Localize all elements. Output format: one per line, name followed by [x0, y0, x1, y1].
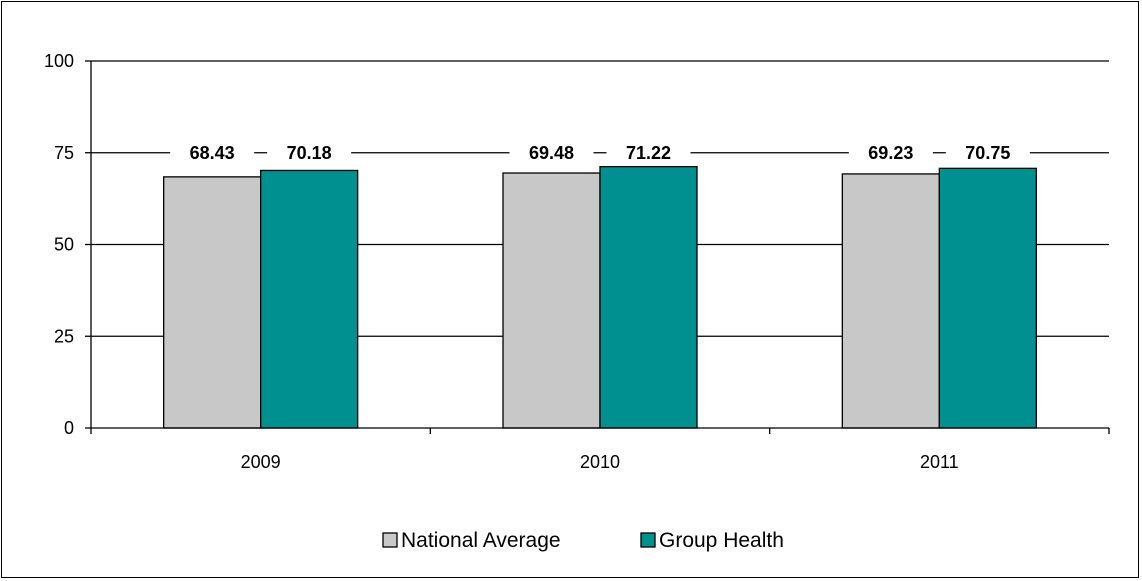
y-tick-label: 0 [64, 418, 74, 438]
y-tick-label: 50 [54, 235, 74, 255]
data-label-background [509, 138, 594, 165]
data-label: 70.75 [965, 143, 1010, 163]
x-tick-label: 2011 [920, 452, 959, 472]
bar-national-average-2009 [163, 176, 262, 429]
data-label: 71.22 [626, 143, 671, 163]
data-labels: 68.43 70.18 69.48 71.22 69.23 70.75 [170, 138, 1030, 165]
bar-group-health-2010 [599, 165, 698, 429]
x-tick-labels: 2009 2010 2011 [241, 452, 959, 472]
data-label-background [848, 138, 933, 165]
x-tick-label: 2010 [580, 452, 620, 472]
data-label-background [945, 138, 1030, 165]
bar-national-average-2010 [502, 172, 601, 429]
data-label: 69.23 [868, 143, 913, 163]
y-tick-labels: 0 25 50 75 100 [44, 51, 74, 438]
legend: National Average Group Health [382, 529, 784, 552]
axes [85, 60, 1110, 434]
legend-swatch [382, 532, 398, 548]
legend-label: Group Health [659, 529, 784, 552]
data-label-background [170, 138, 255, 165]
bar-group-health-2009 [260, 169, 359, 429]
legend-swatch [640, 532, 656, 548]
bar-national-average-2011 [841, 173, 940, 429]
y-tick-label: 100 [44, 51, 74, 71]
y-tick-label: 25 [54, 326, 74, 346]
data-label: 68.43 [190, 143, 235, 163]
data-label: 70.18 [287, 143, 332, 163]
legend-label: National Average [401, 529, 561, 552]
data-label: 69.48 [529, 143, 574, 163]
bars [163, 165, 1037, 429]
y-tick-label: 75 [54, 143, 74, 163]
data-label-background [267, 138, 352, 165]
data-label-background [606, 138, 691, 165]
bar-group-health-2011 [938, 167, 1037, 429]
x-tick-label: 2009 [241, 452, 281, 472]
